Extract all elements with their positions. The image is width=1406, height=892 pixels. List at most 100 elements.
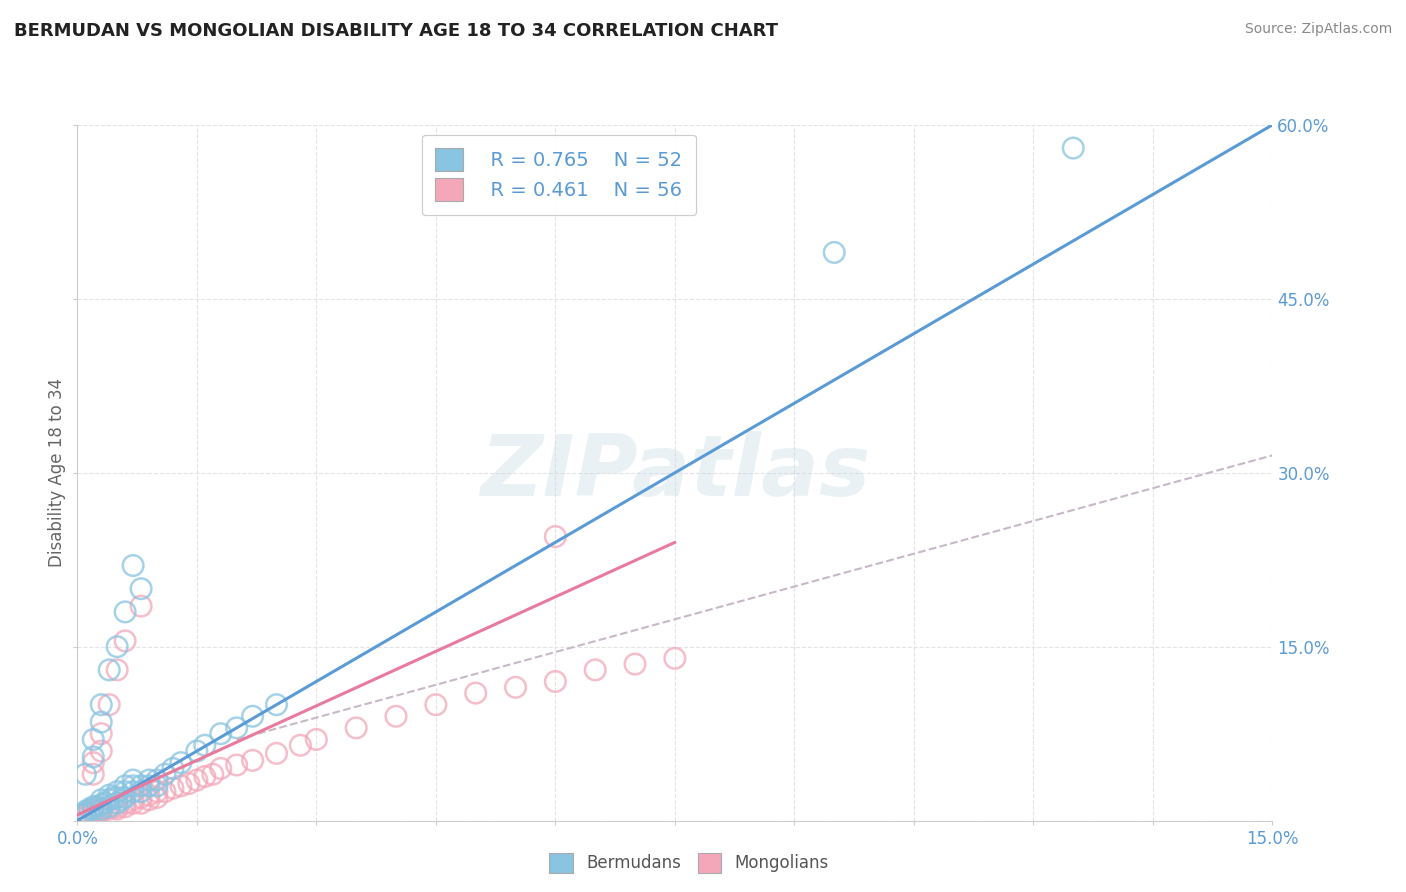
Point (146, 790, 169, 805)
Point (122, 796, 145, 810)
Text: ZIPatlas: ZIPatlas (479, 431, 870, 515)
Point (225, 758, 247, 772)
Point (82, 802, 104, 816)
Point (129, 582, 152, 596)
Point (86, 805, 108, 820)
Point (90, 805, 112, 819)
Point (138, 779, 160, 793)
Point (266, 747, 288, 761)
Point (98, 663, 121, 677)
Point (105, 790, 128, 805)
Point (114, 785, 136, 799)
Point (242, 753, 264, 767)
Point (146, 772, 169, 788)
Point (82, 805, 104, 819)
Y-axis label: Disability Age 18 to 34: Disability Age 18 to 34 (48, 378, 66, 567)
Point (266, 698, 288, 712)
Point (110, 793, 132, 807)
Point (90, 797, 112, 812)
Point (146, 779, 169, 793)
Point (505, 680, 527, 694)
Point (86, 799, 108, 814)
Point (664, 651, 686, 665)
Point (98, 799, 121, 814)
Point (129, 796, 152, 810)
Point (129, 779, 152, 793)
Point (138, 788, 160, 802)
Point (105, 796, 128, 810)
Point (114, 796, 136, 810)
Legend:   R = 0.765    N = 52,   R = 0.461    N = 56: R = 0.765 N = 52, R = 0.461 N = 56 (422, 135, 696, 214)
Point (105, 785, 128, 799)
Point (105, 640, 128, 654)
Point (305, 732, 328, 747)
Point (114, 799, 136, 814)
Point (170, 779, 193, 793)
Point (385, 709, 408, 723)
Point (98, 788, 121, 802)
Point (544, 529, 567, 543)
Point (290, 739, 312, 753)
Point (122, 785, 145, 799)
Point (146, 785, 169, 799)
Point (122, 779, 145, 793)
Point (170, 756, 193, 770)
Point (90, 802, 112, 816)
Point (122, 793, 145, 807)
Point (624, 657, 647, 671)
Text: Source: ZipAtlas.com: Source: ZipAtlas.com (1244, 22, 1392, 37)
Point (82, 756, 104, 770)
Point (1062, 141, 1084, 155)
Point (138, 772, 160, 788)
Point (82, 732, 104, 747)
Point (544, 674, 567, 689)
Point (75, 767, 97, 781)
Point (242, 709, 264, 723)
Point (82, 806, 104, 821)
Point (103, 790, 124, 805)
Point (122, 558, 145, 573)
Text: BERMUDAN VS MONGOLIAN DISABILITY AGE 18 TO 34 CORRELATION CHART: BERMUDAN VS MONGOLIAN DISABILITY AGE 18 … (14, 22, 778, 40)
Point (105, 796, 128, 810)
Point (94, 796, 117, 810)
Point (129, 785, 152, 799)
Point (75, 806, 97, 821)
Point (201, 767, 224, 781)
Point (153, 767, 176, 781)
Point (90, 698, 112, 712)
Point (98, 802, 121, 816)
Point (344, 721, 367, 735)
Point (105, 663, 128, 677)
Point (105, 799, 128, 814)
Point (98, 793, 121, 807)
Point (225, 721, 247, 735)
Point (75, 806, 97, 821)
Point (194, 770, 217, 784)
Point (98, 799, 121, 814)
Point (70, 811, 93, 825)
Point (209, 761, 232, 775)
Point (90, 726, 112, 740)
Point (194, 739, 217, 753)
Point (90, 793, 112, 807)
Point (79, 802, 101, 816)
Point (114, 605, 136, 619)
Point (90, 744, 112, 758)
Point (177, 776, 200, 790)
Point (129, 790, 152, 805)
Point (129, 599, 152, 614)
Point (98, 698, 121, 712)
Point (114, 633, 136, 648)
Point (105, 802, 128, 816)
Point (90, 802, 112, 816)
Point (464, 686, 486, 700)
Point (162, 781, 184, 796)
Point (583, 663, 606, 677)
Point (75, 805, 97, 819)
Point (209, 726, 232, 740)
Point (114, 790, 136, 805)
Point (153, 785, 176, 799)
Point (186, 772, 208, 788)
Point (425, 698, 447, 712)
Point (186, 744, 208, 758)
